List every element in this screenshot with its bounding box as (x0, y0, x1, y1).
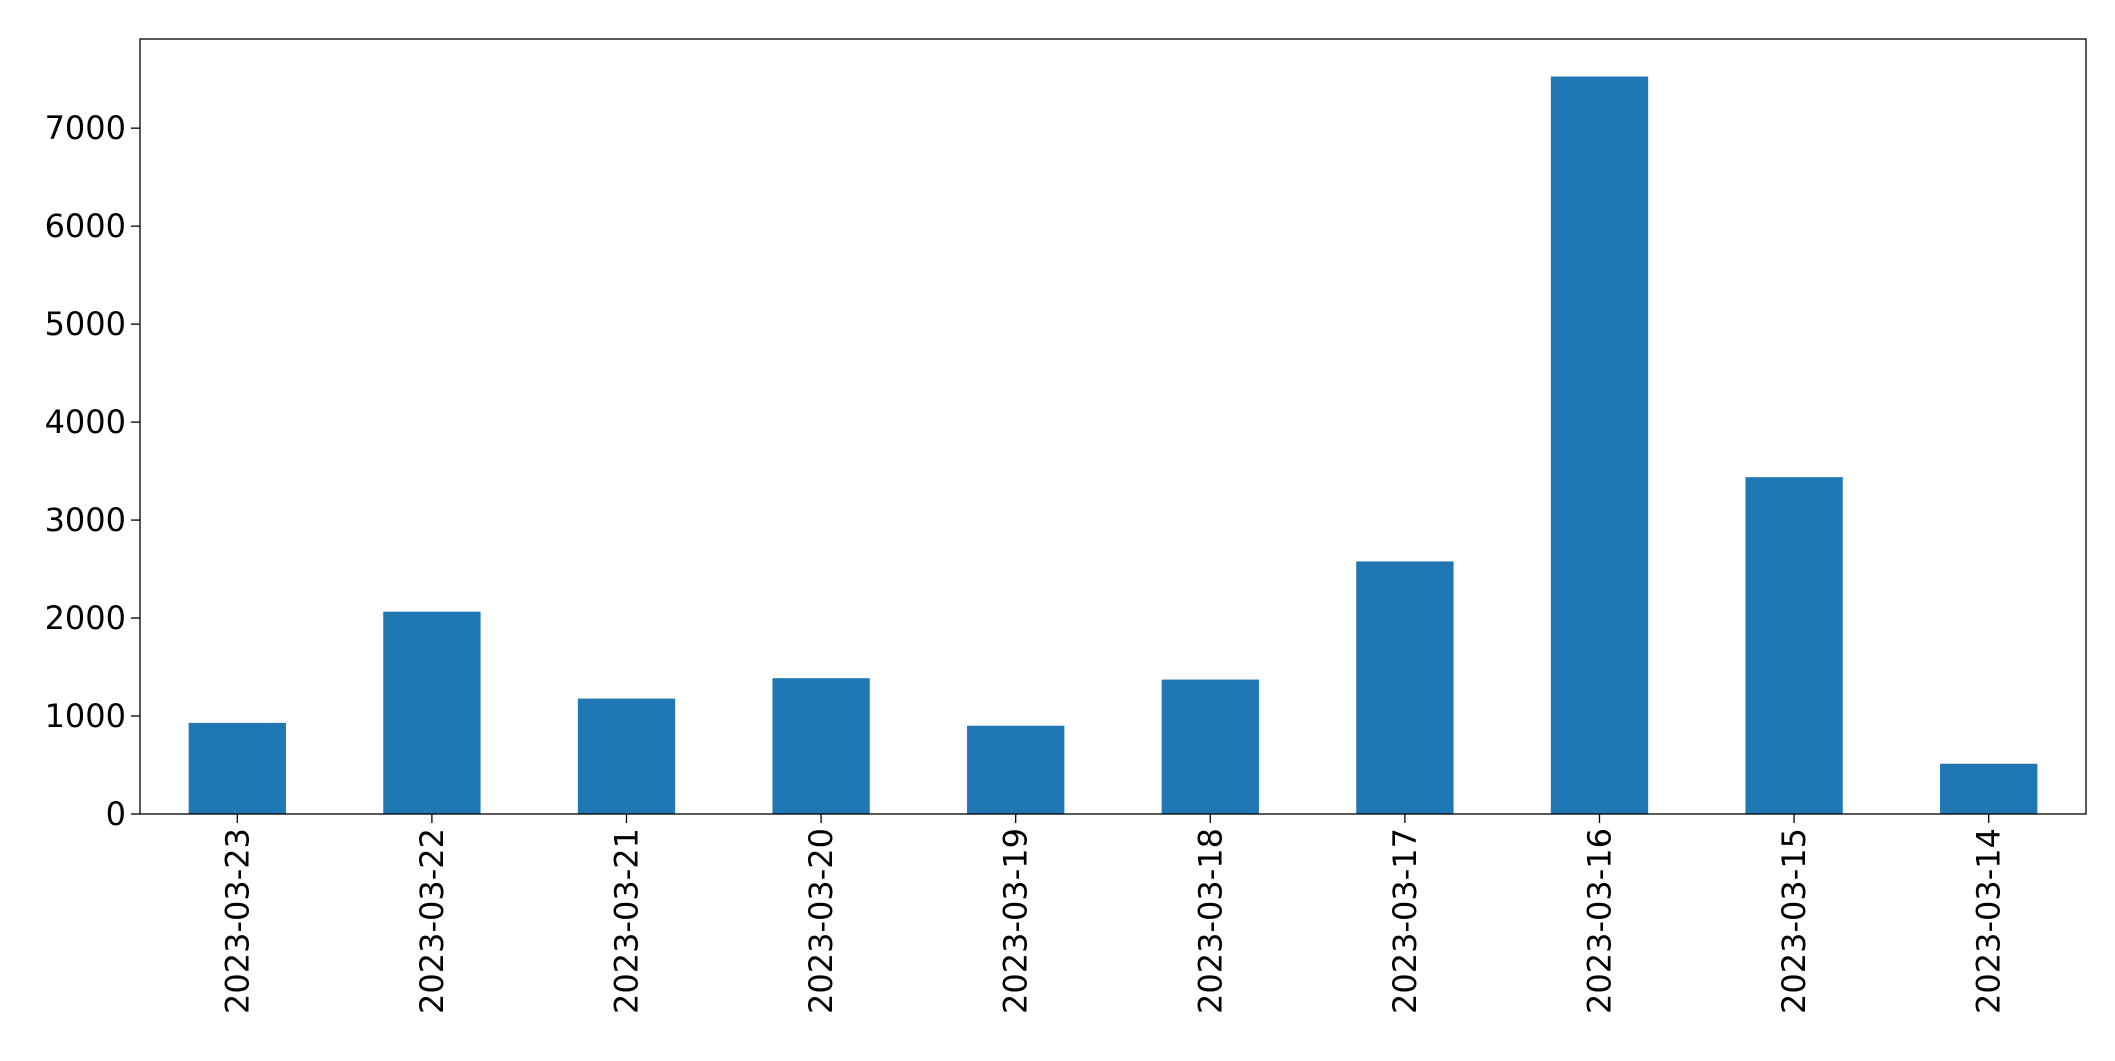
x-tick-label: 2023-03-21 (608, 828, 646, 1014)
y-tick-label: 2000 (45, 599, 126, 637)
x-tick-label: 2023-03-18 (1191, 828, 1229, 1014)
x-tick-label: 2023-03-17 (1386, 828, 1424, 1014)
bar (1161, 679, 1259, 814)
plot-frame (139, 38, 2087, 815)
bar (577, 698, 676, 814)
x-tick-label: 2023-03-20 (802, 828, 840, 1014)
y-tick-label: 3000 (45, 501, 126, 539)
x-tick-label: 2023-03-14 (1970, 828, 2008, 1014)
bar (967, 725, 1065, 814)
x-tick-label: 2023-03-22 (413, 828, 451, 1014)
bar (383, 611, 481, 814)
x-tick-label: 2023-03-15 (1775, 828, 1813, 1014)
bar (1356, 561, 1454, 814)
y-tick-label: 4000 (45, 403, 126, 441)
bar (1940, 763, 2038, 814)
x-tick-label: 2023-03-19 (997, 828, 1035, 1014)
y-tick-label: 5000 (45, 305, 126, 343)
y-tick-label: 7000 (45, 109, 126, 147)
bar (1550, 76, 1649, 815)
y-tick-label: 1000 (45, 697, 126, 735)
x-tick-label: 2023-03-16 (1581, 828, 1619, 1014)
bar (1745, 477, 1843, 814)
bar (772, 678, 870, 814)
y-tick-label: 6000 (45, 207, 126, 245)
x-tick-label: 2023-03-23 (218, 828, 256, 1014)
y-tick-label: 0 (106, 795, 126, 833)
bar (188, 722, 286, 814)
